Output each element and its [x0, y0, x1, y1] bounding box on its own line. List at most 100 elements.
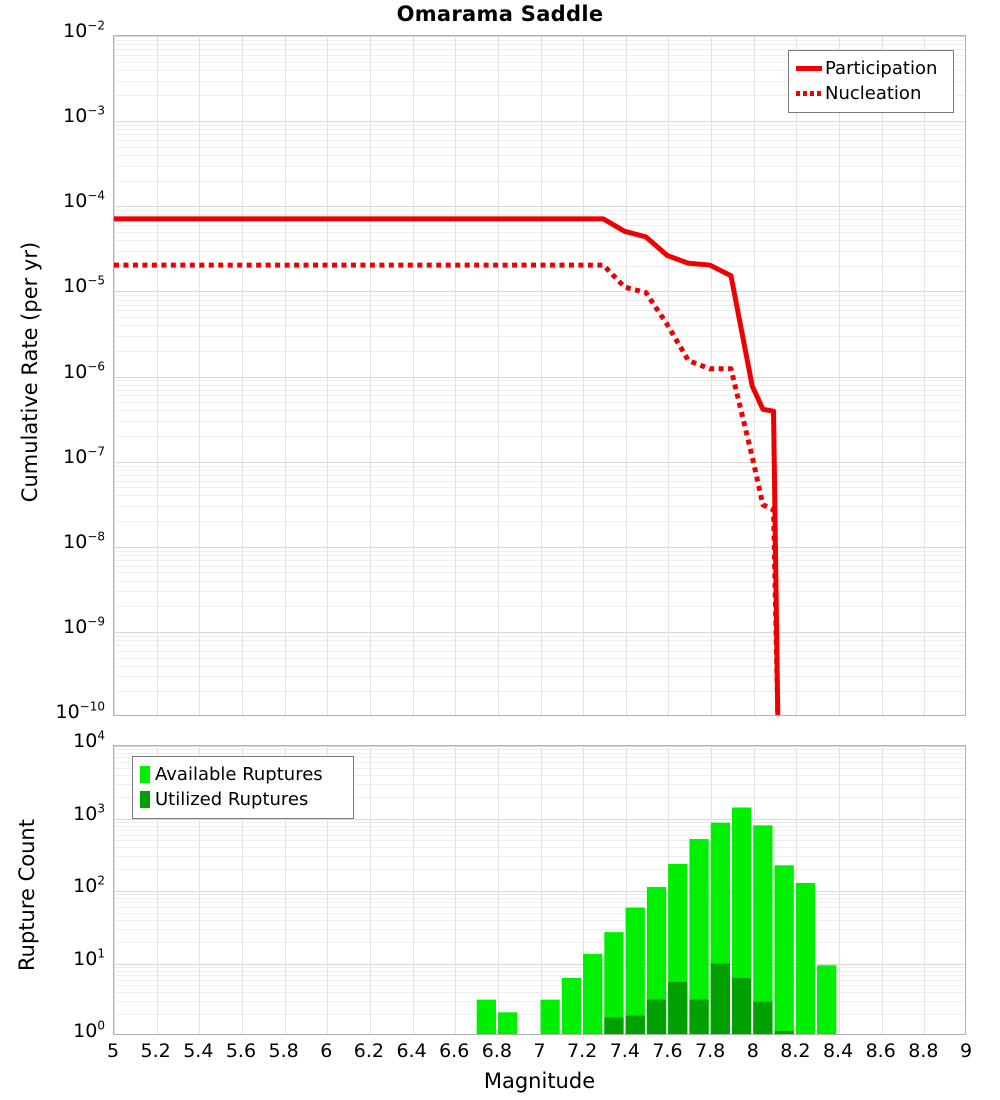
gridline-vertical: [327, 36, 328, 715]
gridline-horizontal: [114, 658, 965, 659]
gridline-horizontal: [114, 942, 965, 943]
gridline-horizontal: [114, 147, 965, 148]
gridline-horizontal: [114, 551, 965, 552]
gridline-horizontal: [114, 822, 965, 823]
gridline-vertical: [626, 746, 627, 1034]
gridline-horizontal: [114, 971, 965, 972]
gridline-vertical: [370, 36, 371, 715]
gridline-horizontal: [114, 902, 965, 903]
x-tick-label: 6.4: [396, 1040, 427, 1062]
gridline-horizontal: [114, 125, 965, 126]
gridline-horizontal: [114, 606, 965, 607]
x-tick-label: 5: [106, 1040, 120, 1062]
gridline-horizontal: [114, 81, 965, 82]
bar-utilized: [668, 981, 688, 1034]
utilized-swatch-icon: [140, 791, 150, 808]
x-tick-label: 5.4: [183, 1040, 214, 1062]
bar-utilized: [625, 1015, 645, 1034]
gridline-vertical: [199, 36, 200, 715]
count-y-axis-title: Rupture Count: [15, 819, 39, 971]
gridline-horizontal: [114, 907, 965, 908]
gridline-horizontal: [114, 506, 965, 507]
legend-item-participation[interactable]: Participation: [796, 56, 945, 81]
gridline-vertical: [924, 36, 925, 715]
gridline-horizontal: [114, 666, 965, 667]
y-tick-label: 103: [73, 801, 105, 825]
rupture-count-plot: Available Ruptures Utilized Ruptures: [113, 745, 966, 1035]
gridline-vertical: [541, 36, 542, 715]
gridline-vertical: [157, 36, 158, 715]
rate-y-axis-title: Cumulative Rate (per yr): [18, 241, 42, 503]
x-tick-label: 7: [533, 1040, 546, 1062]
bar-utilized: [646, 999, 667, 1034]
y-tick-label: 10−3: [63, 103, 105, 128]
gridline-horizontal: [114, 830, 965, 831]
gridline-horizontal: [114, 129, 965, 130]
gridline-vertical: [199, 746, 200, 1034]
count-y-axis-ticks: 104 103 102 101 100: [0, 730, 105, 1041]
gridline-horizontal: [114, 645, 965, 646]
gridline-vertical: [924, 746, 925, 1034]
x-tick-label: 6.8: [481, 1040, 512, 1062]
gridline-horizontal: [114, 410, 965, 411]
gridline-vertical: [157, 746, 158, 1034]
gridline-horizontal: [114, 640, 965, 641]
gridline-horizontal: [114, 840, 965, 841]
bar-available: [646, 887, 667, 1034]
bar-available: [497, 1012, 518, 1034]
gridline-horizontal: [114, 819, 965, 820]
x-tick-label: 7.6: [652, 1040, 683, 1062]
gridline-horizontal: [114, 305, 965, 306]
x-tick-label: 6.6: [439, 1040, 470, 1062]
gridline-horizontal: [114, 325, 965, 326]
gridline-vertical: [498, 36, 499, 715]
y-tick-label: 101: [73, 946, 105, 970]
available-swatch-icon: [140, 766, 150, 783]
dotted-line-icon: [796, 91, 822, 96]
gridline-horizontal: [114, 40, 965, 41]
gridline-horizontal: [114, 336, 965, 337]
gridline-horizontal: [114, 470, 965, 471]
legend-item-nucleation[interactable]: Nucleation: [796, 81, 945, 106]
gridline-horizontal: [114, 377, 965, 378]
y-tick-label: 10−5: [63, 274, 105, 298]
legend-item-available-ruptures[interactable]: Available Ruptures: [140, 762, 345, 787]
bar-utilized: [604, 1017, 624, 1034]
y-tick-label: 10−7: [63, 444, 105, 468]
gridline-horizontal: [114, 421, 965, 422]
gridline-horizontal: [114, 856, 965, 857]
gridline-horizontal: [114, 1014, 965, 1015]
gridline-vertical: [455, 746, 456, 1034]
gridline-horizontal: [114, 481, 965, 482]
gridline-horizontal: [114, 140, 965, 141]
gridline-horizontal: [114, 70, 965, 71]
gridline-horizontal: [114, 581, 965, 582]
gridline-vertical: [327, 746, 328, 1034]
gridline-horizontal: [114, 1001, 965, 1002]
bar-available: [817, 965, 837, 1034]
x-tick-label: 6: [320, 1040, 333, 1062]
gridline-horizontal: [114, 295, 965, 296]
gridline-horizontal: [114, 847, 965, 848]
legend-label-utilized: Utilized Ruptures: [155, 789, 309, 810]
bar-available: [583, 953, 603, 1034]
bar-available: [731, 807, 752, 1034]
x-tick-label: 8: [746, 1040, 759, 1062]
y-tick-label: 10−4: [63, 188, 105, 213]
gridline-vertical: [626, 36, 627, 715]
bar-utilized: [731, 977, 752, 1034]
gridline-horizontal: [114, 992, 965, 993]
gridline-horizontal: [114, 210, 965, 211]
gridline-horizontal: [114, 436, 965, 437]
gridline-vertical: [882, 746, 883, 1034]
gridline-horizontal: [114, 155, 965, 156]
gridline-vertical: [882, 36, 883, 715]
gridline-horizontal: [114, 240, 965, 241]
y-tick-label: 100: [73, 1018, 105, 1042]
gridline-horizontal: [114, 757, 965, 758]
gridline-horizontal: [114, 632, 965, 633]
legend-item-utilized-ruptures[interactable]: Utilized Ruptures: [140, 787, 345, 812]
gridline-horizontal: [114, 121, 965, 122]
gridline-vertical: [285, 746, 286, 1034]
